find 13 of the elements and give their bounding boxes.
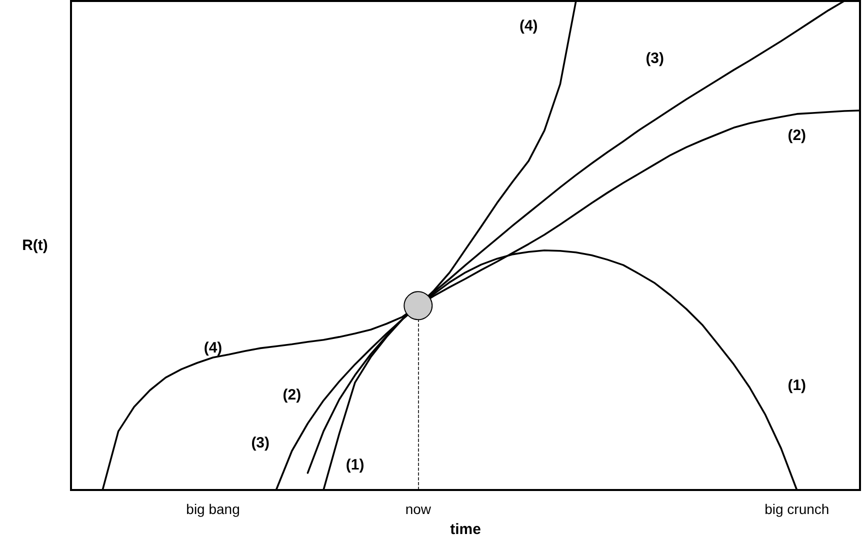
x-tick-label: big bang — [186, 501, 240, 517]
series-label: (3) — [251, 434, 270, 452]
text: (2) — [282, 386, 302, 404]
series-label: (1) — [346, 456, 364, 474]
x-axis-title: time — [450, 521, 481, 538]
x-tick-label: big crunch — [764, 501, 830, 517]
text: (3) — [646, 50, 664, 68]
x-tick-label: now — [405, 501, 432, 517]
y-axis-title: R(t) — [22, 237, 48, 254]
series-label: (4) — [204, 340, 222, 357]
series-label: (2) — [788, 126, 806, 144]
text: (4) — [519, 17, 538, 34]
text: (1) — [788, 376, 806, 394]
